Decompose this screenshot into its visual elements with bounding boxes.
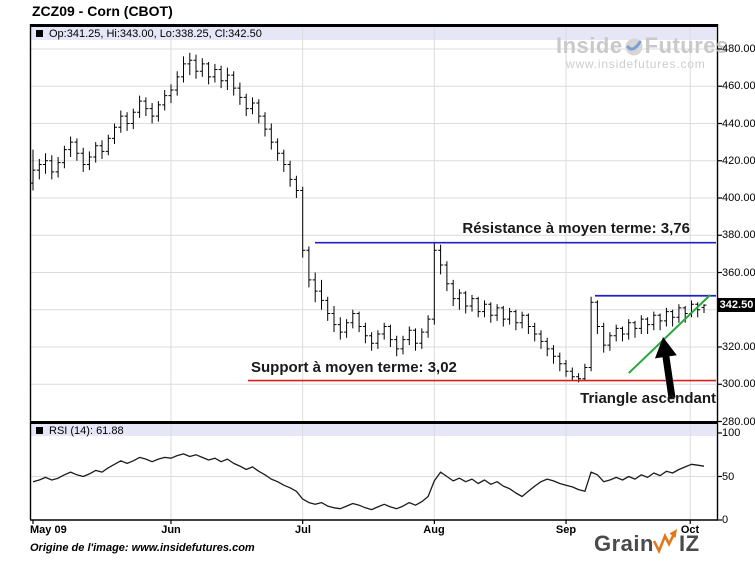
logo-text-right: IZ: [678, 531, 700, 556]
chart-title: ZCZ09 - Corn (CBOT): [32, 3, 173, 19]
price-axis-label: 360.00: [722, 267, 755, 279]
logo-zigzag-arrow-icon: [652, 529, 677, 555]
globe-icon: [625, 38, 643, 56]
watermark: Inside Futures: [556, 33, 729, 59]
logo-text-left: Grain: [594, 531, 654, 556]
rsi-legend-square: [36, 427, 43, 434]
grainwiz-logo: Grain IZ: [594, 529, 700, 557]
time-axis-label: Jul: [295, 524, 311, 536]
rsi-axis-label: 0: [722, 514, 729, 526]
image-credit: Origine de l'image: www.insidefutures.co…: [30, 542, 255, 554]
resistance-annotation: Résistance à moyen terme: 3,76: [462, 220, 690, 237]
time-axis-label: Sep: [555, 524, 577, 536]
time-axis-label: May 09: [30, 524, 67, 536]
price-axis-label: 460.00: [722, 80, 755, 92]
time-axis-label: Jun: [161, 524, 181, 536]
price-axis-label: 320.00: [722, 341, 755, 353]
time-axis-label: Oct: [680, 524, 700, 536]
ohlc-info-text: Op:341.25, Hi:343.00, Lo:338.25, Cl:342.…: [49, 28, 262, 40]
support-annotation: Support à moyen terme: 3,02: [251, 359, 457, 376]
triangle-annotation: Triangle ascendant: [580, 390, 716, 407]
watermark-text-right: Futures: [644, 33, 729, 58]
rsi-axis-label: 100: [722, 427, 741, 439]
watermark-text-left: Inside: [556, 33, 623, 58]
last-price-tag: 342.50: [718, 298, 755, 312]
price-axis-label: 380.00: [722, 229, 755, 241]
rsi-info-text: RSI (14): 61.88: [49, 425, 124, 437]
price-axis-label: 440.00: [722, 118, 755, 130]
watermark-url: www.insidefutures.com: [566, 57, 706, 71]
rsi-axis-label: 50: [722, 471, 735, 483]
price-axis-label: 420.00: [722, 155, 755, 167]
price-axis-label: 300.00: [722, 378, 755, 390]
price-axis-label: 400.00: [722, 192, 755, 204]
time-axis-label: Aug: [423, 524, 445, 536]
price-axis-label: 280.00: [722, 416, 755, 428]
series-legend-square: [36, 30, 43, 37]
price-axis-label: 480.00: [722, 43, 755, 55]
